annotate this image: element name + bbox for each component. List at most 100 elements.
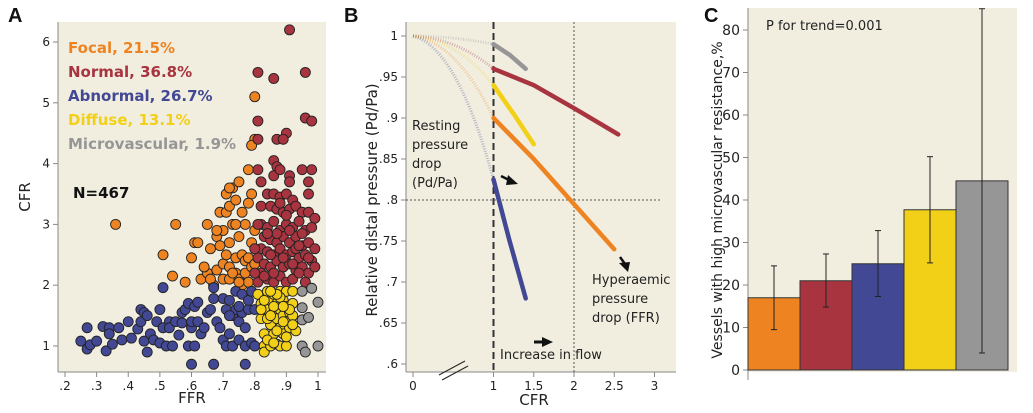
panel-letter-c: C [704, 5, 718, 27]
scatter-point-microvascular [312, 340, 324, 352]
scatter-point-focal [223, 237, 235, 249]
scatter-point-normal [284, 176, 295, 188]
annotation-line: drop (FFR) [592, 311, 660, 326]
scatter-point-focal [249, 91, 261, 103]
resting-curve-abnormal [412, 34, 495, 180]
legend-a: Focal, 21.5% Normal, 36.8% Abnormal, 26.7%… [68, 39, 236, 153]
y-tick-label-a: 3 [42, 217, 50, 231]
y-axis-title-a: CFR [16, 182, 34, 212]
scatter-point-focal [233, 176, 245, 188]
scatter-point-abnormal [189, 340, 201, 352]
x-tick-label-a: .9 [281, 379, 292, 393]
y-tick-label-b: .8 [387, 193, 398, 207]
scatter-point-focal [236, 206, 248, 218]
hyperaemic-line-abnormal [491, 177, 528, 301]
scatter-point-normal [252, 115, 264, 127]
scatter-point-focal [167, 270, 178, 282]
scatter-point-normal [299, 66, 311, 78]
scatter-point-abnormal [100, 345, 112, 357]
resting-curve-normal [412, 34, 495, 70]
scatter-point-abnormal [233, 301, 245, 312]
scatter-point-abnormal [192, 296, 204, 308]
scatter-point-abnormal [186, 358, 197, 370]
x-tick-label-b: 2.5 [605, 379, 624, 393]
scatter-point-focal [170, 218, 182, 230]
scatter-point-focal [230, 194, 242, 206]
scatter-point-normal [296, 228, 308, 239]
resting-curve-microvascular [412, 34, 494, 46]
legend-entry-normal: Normal, 36.8% [68, 63, 192, 81]
scatter-point-microvascular [296, 285, 308, 297]
y-tick-label-c: 70 [722, 66, 740, 82]
scatter-point-normal [277, 133, 289, 145]
y-tick-label-c: 0 [731, 363, 740, 379]
scatter-point-focal [211, 225, 223, 236]
scatter-point-focal [198, 261, 210, 273]
scatter-point-microvascular [296, 302, 308, 314]
scatter-point-focal [205, 243, 216, 255]
scatter-point-abnormal [91, 335, 103, 347]
x-tick-label-b: 1.5 [524, 379, 543, 393]
scatter-point-normal [277, 252, 289, 264]
error-bar-focal [771, 265, 777, 331]
y-tick-label-b: .95 [379, 70, 398, 84]
hyperaemic-pressure-drop-label: Hyperaemic pressure drop (FFR) [592, 273, 670, 326]
scatter-point-microvascular [303, 311, 314, 323]
scatter-point-abnormal [113, 322, 125, 334]
legend-entry-focal: Focal, 21.5% [68, 39, 175, 57]
scatter-point-abnormal [176, 317, 188, 329]
scatter-point-normal [303, 188, 314, 200]
scatter-point-normal [293, 240, 305, 252]
y-tick-label-c: 40 [722, 193, 740, 209]
scatter-point-abnormal [242, 294, 254, 306]
scatter-point-normal [252, 218, 264, 230]
scatter-point-normal [255, 200, 267, 212]
scatter-point-normal [306, 164, 318, 176]
scatter-point-diffuse [268, 337, 280, 349]
y-tick-label-a: 6 [42, 35, 50, 49]
scatter-point-focal [242, 276, 254, 288]
annotation-line: (Pd/Pa) [412, 176, 458, 191]
y-tick-label-b: .65 [379, 316, 398, 330]
scatter-point-microvascular [306, 282, 318, 294]
y-tick-label-b: .7 [387, 275, 398, 289]
scatter-point-normal [303, 176, 314, 188]
y-axis-title-b: Relative distal pressure (Pd/Pa) [363, 83, 381, 316]
scatter-point-diffuse [280, 340, 292, 352]
x-axis-title-b: CFR [519, 391, 549, 409]
x-axis-title-a: FFR [178, 389, 206, 407]
scatter-point-normal [306, 221, 318, 233]
plot-background-b [406, 22, 676, 372]
scatter-point-abnormal [154, 304, 166, 315]
scatter-point-normal [252, 66, 264, 78]
arrow-icon [618, 256, 630, 272]
scatter-point-focal [157, 249, 169, 261]
scatter-point-abnormal [198, 322, 210, 334]
error-bar-microvascular [979, 8, 985, 354]
scatter-point-normal [261, 228, 273, 239]
x-tick-label-a: .7 [217, 379, 228, 393]
scatter-point-abnormal [208, 358, 220, 370]
scatter-point-abnormal [239, 322, 251, 334]
legend-entry-diffuse: Diffuse, 13.1% [68, 111, 190, 129]
scatter-point-normal [249, 267, 261, 279]
scatter-point-normal [252, 133, 264, 145]
y-tick-label-b: 1 [390, 29, 398, 43]
axis-break-marker [438, 360, 469, 381]
scatter-point-abnormal [167, 340, 178, 352]
scatter-point-normal [268, 267, 280, 279]
y-tick-label-a: 1 [42, 339, 50, 353]
scatter-point-normal [268, 215, 280, 227]
scatter-point-normal [274, 164, 286, 176]
scatter-point-abnormal [141, 310, 153, 322]
scatter-point-normal [258, 270, 270, 282]
scatter-point-normal [265, 249, 277, 261]
error-bar-abnormal [875, 230, 881, 297]
scatter-point-abnormal [125, 332, 137, 344]
x-tick-label-a: .2 [59, 379, 70, 393]
scatter-point-focal [233, 276, 245, 288]
error-bar-normal [823, 253, 829, 308]
annotation-line: pressure [592, 292, 648, 307]
y-tick-label-b: .85 [379, 152, 398, 166]
